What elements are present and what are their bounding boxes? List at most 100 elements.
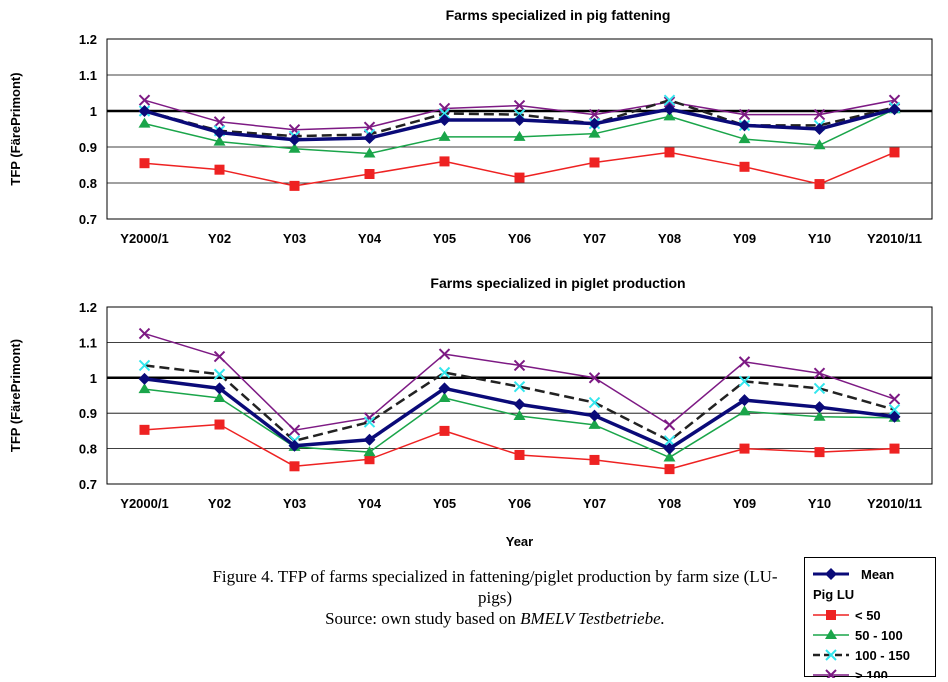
data-point-lt-50 xyxy=(664,147,675,158)
x-tick-label: Y03 xyxy=(283,496,306,511)
x-tick-label: Y2000/1 xyxy=(120,496,168,511)
series-lt-50 xyxy=(139,419,900,475)
legend-label-lt-50: < 50 xyxy=(855,608,881,623)
x-tick-label: Y10 xyxy=(808,231,831,246)
data-point-mean xyxy=(588,117,601,130)
x-tick-label: Y04 xyxy=(358,496,382,511)
data-point-50-100 xyxy=(738,133,751,144)
data-point-100-150 xyxy=(663,435,676,447)
series-lt-50 xyxy=(139,147,900,191)
data-point-mean xyxy=(513,114,526,126)
data-point-lt-50 xyxy=(814,179,825,190)
data-point-lt-50 xyxy=(889,443,900,454)
data-point-50-100 xyxy=(588,127,601,138)
x-tick-label: Y02 xyxy=(208,231,231,246)
data-point-100-150 xyxy=(813,382,826,395)
data-point-50-100 xyxy=(438,130,451,141)
y-tick-label: 1.1 xyxy=(79,68,97,83)
data-point-gt-100 xyxy=(588,108,601,121)
x-tick-label: Y06 xyxy=(508,231,531,246)
data-point-gt-100 xyxy=(138,327,151,340)
x-tick-label: Y09 xyxy=(733,496,756,511)
data-point-mean xyxy=(738,394,751,407)
data-point-lt-50 xyxy=(289,461,300,472)
data-point-100-150 xyxy=(438,366,451,379)
data-point-lt-50 xyxy=(514,172,525,183)
data-point-lt-50 xyxy=(364,454,375,465)
data-point-gt-100 xyxy=(213,350,226,363)
data-point-mean xyxy=(738,119,751,132)
chart-title: Farms specialized in piglet production xyxy=(430,275,685,291)
data-point-100-150 xyxy=(213,368,226,380)
caption-source-italic: BMELV Testbetriebe. xyxy=(520,609,665,628)
figure-caption: Figure 4. TFP of farms specialized in fa… xyxy=(200,566,790,629)
data-point-lt-50 xyxy=(139,424,150,435)
data-point-gt-100 xyxy=(588,372,601,384)
data-point-mean xyxy=(363,433,376,446)
x-tick-label: Y04 xyxy=(358,231,382,246)
x-tick-label: Y06 xyxy=(508,496,531,511)
x-tick-label: Y03 xyxy=(283,231,306,246)
data-point-mean xyxy=(663,103,676,116)
data-point-lt-50 xyxy=(439,425,450,436)
y-tick-label: 1 xyxy=(90,371,97,386)
data-point-50-100 xyxy=(588,418,601,429)
data-point-50-100 xyxy=(513,410,526,421)
data-point-50-100 xyxy=(213,135,226,146)
legend-label-gt-100: > 100 xyxy=(855,668,888,678)
x-tick-label: Y2000/1 xyxy=(120,231,168,246)
data-point-lt-50 xyxy=(589,454,600,465)
x-tick-label: Y02 xyxy=(208,496,231,511)
data-point-lt-50 xyxy=(739,161,750,172)
data-point-mean xyxy=(588,409,601,422)
data-point-lt-50 xyxy=(739,443,750,454)
data-point-mean xyxy=(813,123,826,135)
data-point-50-100 xyxy=(138,383,151,394)
chart-2: 0.7 0.8 0.9 1 1.1 1.2 Y2000/1 Y02 Y03 Y04 Y05 Y06 Y0… xyxy=(8,275,933,549)
y-tick-label: 0.8 xyxy=(79,176,97,191)
data-point-50-100 xyxy=(438,391,451,402)
legend-marker-lt-50 xyxy=(826,610,836,620)
data-point-lt-50 xyxy=(439,156,450,167)
data-point-gt-100 xyxy=(738,356,751,368)
data-point-gt-100 xyxy=(438,102,451,115)
legend-marker-100-150 xyxy=(825,649,837,661)
data-point-50-100 xyxy=(663,110,676,121)
y-tick-label: 1.2 xyxy=(79,300,97,315)
data-point-gt-100 xyxy=(663,419,676,431)
data-point-mean xyxy=(288,133,301,146)
chart-1: 0.7 0.8 0.9 1 1.1 1.2 Y2000/1 Y02 Y03 Y04 Y05 Y06 Y0… xyxy=(8,7,933,246)
data-point-mean xyxy=(438,382,451,395)
series-100-150 xyxy=(138,359,901,447)
series-mean xyxy=(138,103,901,146)
data-point-mean xyxy=(888,103,901,116)
data-point-gt-100 xyxy=(513,99,526,112)
data-point-mean xyxy=(138,105,151,117)
data-point-mean xyxy=(888,410,901,423)
y-tick-label: 1 xyxy=(90,104,97,119)
data-point-50-100 xyxy=(813,139,826,150)
data-point-50-100 xyxy=(513,130,526,141)
data-point-mean xyxy=(513,398,526,411)
caption-source-prefix: Source: own study based on xyxy=(325,609,521,628)
legend-label-50-100: 50 - 100 xyxy=(855,628,903,643)
data-point-50-100 xyxy=(663,451,676,462)
data-point-mean xyxy=(663,442,676,455)
data-point-mean xyxy=(213,382,226,395)
y-tick-label: 1.2 xyxy=(79,32,97,47)
data-point-100-150 xyxy=(738,375,751,388)
y-axis-label: TFP (FärePrimont) xyxy=(8,72,23,185)
legend-label-100-150: 100 - 150 xyxy=(855,648,910,663)
data-point-100-150 xyxy=(363,416,376,428)
data-point-gt-100 xyxy=(663,96,676,108)
data-point-gt-100 xyxy=(513,359,526,372)
data-point-gt-100 xyxy=(438,348,451,360)
data-point-mean xyxy=(363,132,376,144)
data-point-50-100 xyxy=(288,142,301,153)
data-point-lt-50 xyxy=(514,449,525,460)
series-line-100-150 xyxy=(144,364,895,443)
data-point-mean xyxy=(213,126,226,139)
y-tick-label: 0.9 xyxy=(79,140,97,155)
y-tick-label: 0.9 xyxy=(79,406,97,421)
